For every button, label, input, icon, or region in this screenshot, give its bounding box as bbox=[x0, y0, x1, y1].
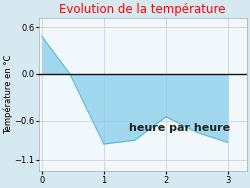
Y-axis label: Température en °C: Température en °C bbox=[4, 55, 13, 134]
Title: Evolution de la température: Evolution de la température bbox=[60, 3, 226, 17]
Text: heure par heure: heure par heure bbox=[130, 123, 230, 133]
